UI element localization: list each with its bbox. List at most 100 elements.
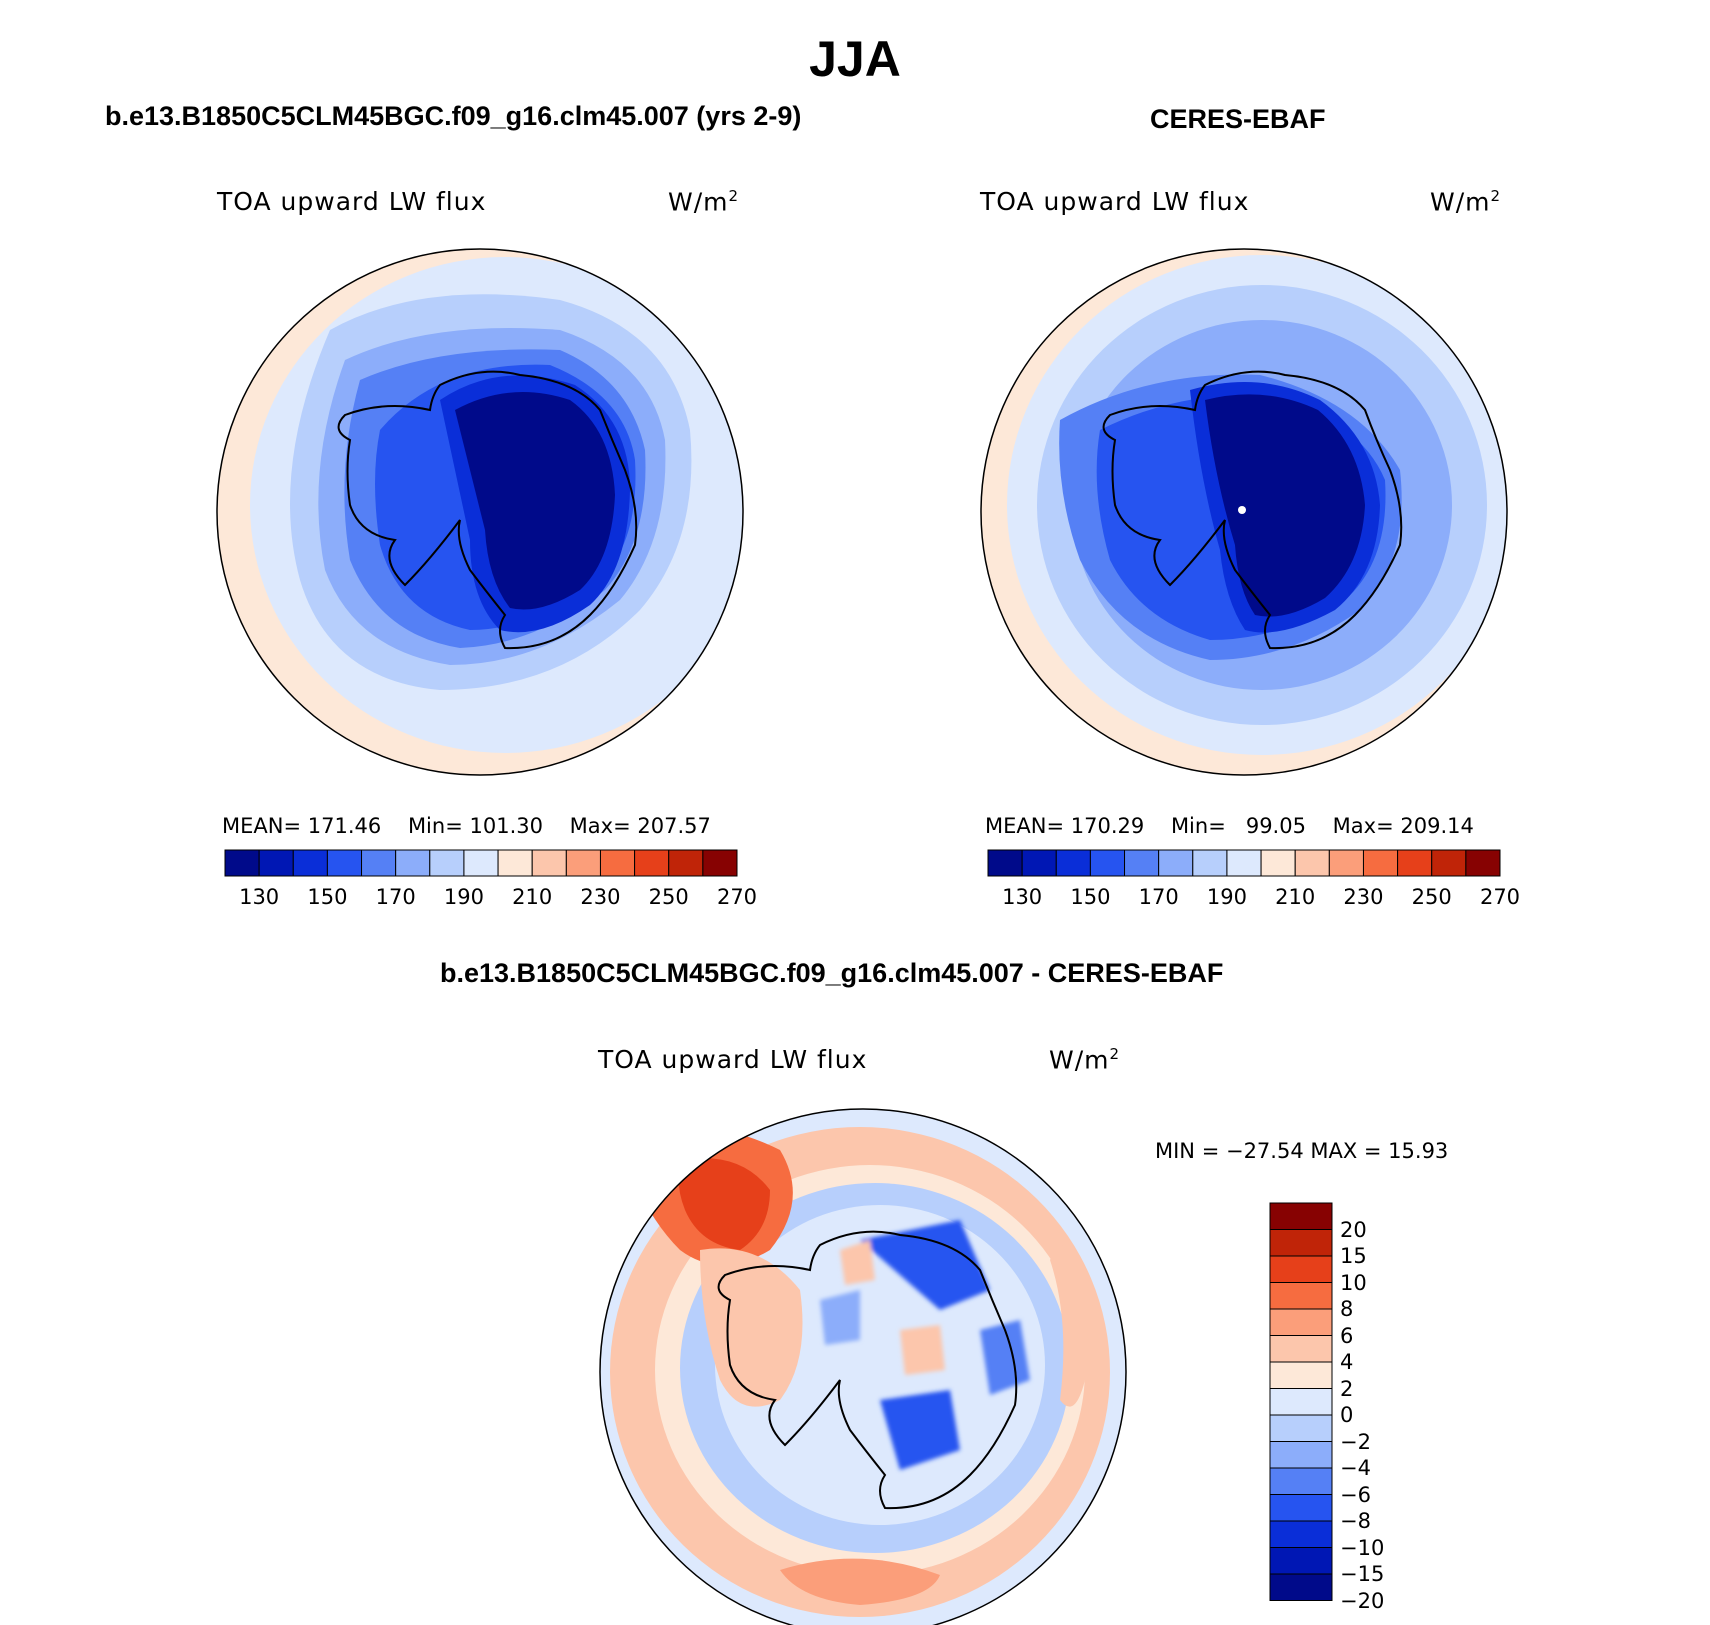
obs-colorbar-box xyxy=(1362,849,1399,877)
model-colorbar-box xyxy=(702,849,738,877)
difference-colorbar-box xyxy=(1269,1361,1333,1389)
model-colorbar-box xyxy=(531,849,567,877)
model-colorbar-box xyxy=(668,849,704,877)
difference-colorbar-box xyxy=(1269,1308,1333,1336)
difference-stats: MIN = −27.54 MAX = 15.93 xyxy=(1155,1139,1449,1163)
difference-colorbar-tick-label: 0 xyxy=(1340,1403,1354,1427)
model-colorbar-box xyxy=(429,849,465,877)
model-colorbar-box xyxy=(565,849,601,877)
difference-colorbar-tick-label: −2 xyxy=(1340,1429,1371,1454)
difference-colorbar-box xyxy=(1269,1255,1333,1283)
difference-colorbar-box xyxy=(1269,1573,1333,1601)
difference-colorbar-box xyxy=(1269,1202,1333,1230)
model-colorbar-tick-label: 230 xyxy=(580,885,621,909)
difference-colorbar-tick-label: 8 xyxy=(1340,1297,1354,1321)
obs-colorbar-box xyxy=(1055,849,1091,877)
obs-units-label: W/m2 xyxy=(1430,187,1502,217)
obs-colorbar-tick-label: 150 xyxy=(1070,885,1111,909)
model-map-boundary xyxy=(216,248,744,776)
obs-colorbar-box xyxy=(1260,849,1296,877)
difference-colorbar-tick-label: −10 xyxy=(1340,1535,1385,1560)
model-colorbar-box xyxy=(497,849,533,877)
obs-colorbar-box xyxy=(1124,849,1160,877)
model-colorbar-tick-label: 250 xyxy=(648,885,689,909)
model-colorbar-box xyxy=(258,849,294,877)
model-colorbar-tick-label: 190 xyxy=(443,885,484,909)
difference-colorbar-tick-label: 6 xyxy=(1340,1323,1354,1348)
model-colorbar-tick-label: 130 xyxy=(239,885,280,909)
difference-colorbar-box xyxy=(1269,1520,1333,1548)
obs-colorbar-box xyxy=(1089,849,1126,877)
difference-polar-map xyxy=(600,1109,1126,1625)
difference-colorbar-box xyxy=(1269,1547,1333,1575)
model-units-label: W/m2 xyxy=(668,187,740,217)
model-colorbar-box xyxy=(634,849,670,877)
obs-colorbar xyxy=(987,849,1501,877)
difference-units-label: W/m2 xyxy=(1049,1045,1121,1075)
obs-polar-map xyxy=(981,249,1507,775)
model-colorbar-tick-label: 170 xyxy=(375,885,416,909)
difference-colorbar-tick-label: 10 xyxy=(1340,1270,1367,1295)
difference-colorbar-tick-label: 20 xyxy=(1340,1217,1367,1242)
model-colorbar-box xyxy=(361,849,397,877)
difference-colorbar-box xyxy=(1269,1494,1333,1522)
difference-field-label: TOA upward LW flux xyxy=(598,1045,868,1074)
difference-colorbar-tick-label: 4 xyxy=(1340,1350,1354,1374)
obs-colorbar-tick-label: 230 xyxy=(1343,885,1384,909)
model-colorbar xyxy=(224,849,738,877)
obs-colorbar-box xyxy=(1431,849,1467,877)
obs-colorbar-box xyxy=(1294,849,1330,877)
model-colorbar-tick-label: 210 xyxy=(512,885,553,909)
obs-colorbar-box xyxy=(1226,849,1262,877)
difference-colorbar-box xyxy=(1269,1229,1333,1257)
difference-colorbar-box xyxy=(1269,1282,1333,1310)
difference-colorbar-tick-label: −20 xyxy=(1340,1588,1385,1613)
obs-colorbar-tick-label: 170 xyxy=(1138,885,1179,909)
model-colorbar-box xyxy=(326,849,363,877)
model-antarctica-coastline xyxy=(337,370,638,650)
obs-colorbar-tick-label: 210 xyxy=(1275,885,1316,909)
model-colorbar-box xyxy=(599,849,636,877)
model-colorbar-tick-label: 270 xyxy=(716,885,758,909)
model-colorbar-tick-label: 150 xyxy=(307,885,348,909)
obs-colorbar-box xyxy=(1021,849,1057,877)
difference-colorbar-tick-label: −8 xyxy=(1340,1509,1371,1533)
obs-colorbar-box xyxy=(1158,849,1194,877)
difference-colorbar-tick-label: −4 xyxy=(1340,1456,1371,1480)
difference-map-boundary xyxy=(599,1108,1127,1625)
model-case-title: b.e13.B1850C5CLM45BGC.f09_g16.clm45.007 … xyxy=(105,101,802,131)
difference-colorbar-tick-label: −15 xyxy=(1340,1562,1385,1586)
obs-colorbar-box xyxy=(1397,849,1433,877)
model-colorbar-box xyxy=(292,849,328,877)
obs-colorbar-tick-label: 250 xyxy=(1411,885,1452,909)
obs-colorbar-tick-label: 270 xyxy=(1479,885,1521,909)
obs-colorbar-box xyxy=(1192,849,1228,877)
obs-case-title: CERES-EBAF xyxy=(1150,104,1326,134)
model-colorbar-box xyxy=(395,849,431,877)
difference-colorbar xyxy=(1269,1202,1333,1601)
difference-colorbar-tick-label: −6 xyxy=(1340,1482,1371,1507)
model-stats: MEAN= 171.46 Min= 101.30 Max= 207.57 xyxy=(222,814,711,838)
obs-colorbar-box xyxy=(987,849,1023,877)
season-title: JJA xyxy=(809,31,901,87)
difference-colorbar-box xyxy=(1269,1335,1333,1363)
difference-colorbar-box xyxy=(1269,1467,1333,1495)
model-colorbar-box xyxy=(224,849,260,877)
model-polar-map xyxy=(217,249,743,775)
difference-colorbar-box xyxy=(1269,1441,1333,1469)
model-colorbar-box xyxy=(463,849,499,877)
obs-antarctica-coastline xyxy=(1102,370,1403,650)
difference-colorbar-tick-label: 15 xyxy=(1340,1244,1367,1268)
obs-stats: MEAN= 170.29 Min= 99.05 Max= 209.14 xyxy=(985,814,1474,838)
difference-title: b.e13.B1850C5CLM45BGC.f09_g16.clm45.007 … xyxy=(440,958,1224,988)
obs-colorbar-box xyxy=(1328,849,1364,877)
obs-colorbar-tick-label: 190 xyxy=(1206,885,1247,909)
obs-field-label: TOA upward LW flux xyxy=(980,187,1250,216)
difference-antarctica-coastline xyxy=(717,1230,1018,1510)
obs-colorbar-tick-label: 130 xyxy=(1002,885,1043,909)
difference-colorbar-tick-label: 2 xyxy=(1340,1376,1354,1401)
obs-colorbar-box xyxy=(1465,849,1501,877)
obs-map-boundary xyxy=(980,248,1508,776)
model-field-label: TOA upward LW flux xyxy=(217,187,487,216)
